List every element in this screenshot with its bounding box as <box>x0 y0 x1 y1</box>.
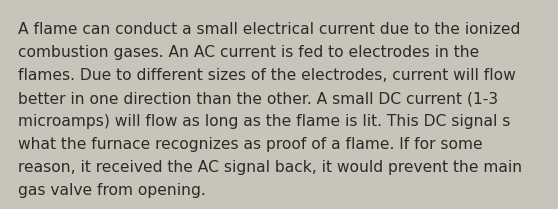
Text: reason, it received the AC signal back, it would prevent the main: reason, it received the AC signal back, … <box>18 160 522 175</box>
Text: microamps) will flow as long as the flame is lit. This DC signal s: microamps) will flow as long as the flam… <box>18 114 511 129</box>
Text: A flame can conduct a small electrical current due to the ionized: A flame can conduct a small electrical c… <box>18 22 521 37</box>
Text: gas valve from opening.: gas valve from opening. <box>18 183 206 198</box>
Text: flames. Due to different sizes of the electrodes, current will flow: flames. Due to different sizes of the el… <box>18 68 516 83</box>
Text: better in one direction than the other. A small DC current (1-3: better in one direction than the other. … <box>18 91 498 106</box>
Text: what the furnace recognizes as proof of a flame. If for some: what the furnace recognizes as proof of … <box>18 137 483 152</box>
Text: combustion gases. An AC current is fed to electrodes in the: combustion gases. An AC current is fed t… <box>18 45 479 60</box>
